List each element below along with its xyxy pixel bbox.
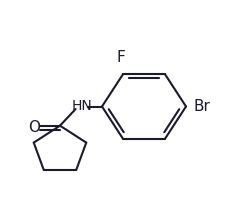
Text: F: F (116, 50, 125, 65)
Text: O: O (28, 120, 40, 135)
Text: HN: HN (71, 99, 92, 114)
Text: Br: Br (193, 99, 210, 114)
